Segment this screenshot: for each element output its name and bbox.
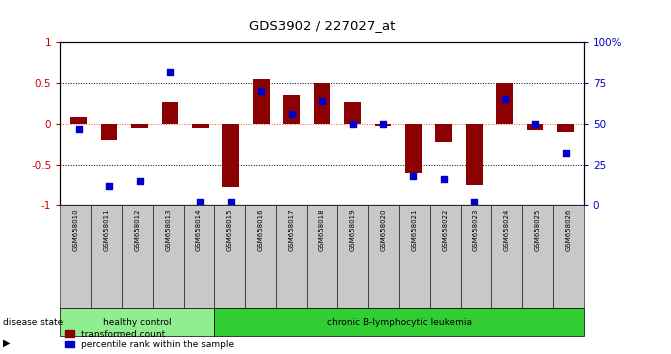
Bar: [557, 124, 574, 132]
Point: [195, 199, 206, 205]
Bar: [162, 102, 178, 124]
Bar: [527, 124, 544, 130]
Bar: [374, 124, 391, 126]
Point: [529, 121, 540, 127]
Bar: [314, 83, 330, 124]
Bar: [344, 102, 361, 124]
Point: [317, 98, 327, 104]
Point: [408, 173, 419, 179]
Text: GSM658017: GSM658017: [289, 209, 295, 251]
Legend: transformed count, percentile rank within the sample: transformed count, percentile rank withi…: [65, 330, 234, 349]
Bar: [192, 124, 209, 128]
Text: GDS3902 / 227027_at: GDS3902 / 227027_at: [249, 19, 395, 32]
Text: ▶: ▶: [3, 338, 11, 348]
Text: healthy control: healthy control: [103, 318, 172, 327]
Point: [104, 183, 115, 189]
Text: GSM658021: GSM658021: [411, 209, 417, 251]
Text: GSM658013: GSM658013: [165, 209, 171, 251]
Point: [347, 121, 358, 127]
Text: GSM658025: GSM658025: [535, 209, 541, 251]
Point: [134, 178, 145, 184]
Bar: [435, 124, 452, 142]
Text: GSM658019: GSM658019: [350, 209, 356, 251]
Text: GSM658018: GSM658018: [319, 209, 325, 251]
Text: GSM658012: GSM658012: [134, 209, 140, 251]
Point: [225, 199, 236, 205]
Point: [256, 88, 266, 94]
Bar: [131, 124, 148, 128]
Bar: [101, 124, 117, 140]
Bar: [466, 124, 482, 185]
Point: [164, 69, 175, 75]
Text: GSM658022: GSM658022: [442, 209, 448, 251]
Point: [438, 176, 449, 182]
Text: GSM658026: GSM658026: [566, 209, 572, 251]
Bar: [405, 124, 422, 173]
Bar: [253, 79, 270, 124]
Text: GSM658014: GSM658014: [196, 209, 202, 251]
Text: GSM658011: GSM658011: [103, 209, 109, 251]
Text: GSM658015: GSM658015: [227, 209, 233, 251]
Point: [499, 97, 510, 102]
Text: disease state: disease state: [3, 318, 64, 327]
Text: GSM658010: GSM658010: [72, 209, 79, 251]
Text: GSM658023: GSM658023: [473, 209, 479, 251]
Bar: [283, 96, 300, 124]
Text: GSM658024: GSM658024: [504, 209, 510, 251]
Point: [287, 111, 297, 117]
Bar: [497, 83, 513, 124]
Bar: [70, 118, 87, 124]
Point: [73, 126, 84, 132]
Text: GSM658020: GSM658020: [380, 209, 386, 251]
Point: [560, 150, 571, 156]
Text: chronic B-lymphocytic leukemia: chronic B-lymphocytic leukemia: [327, 318, 472, 327]
Text: GSM658016: GSM658016: [258, 209, 264, 251]
Bar: [222, 124, 239, 187]
Point: [469, 199, 480, 205]
Point: [378, 121, 389, 127]
